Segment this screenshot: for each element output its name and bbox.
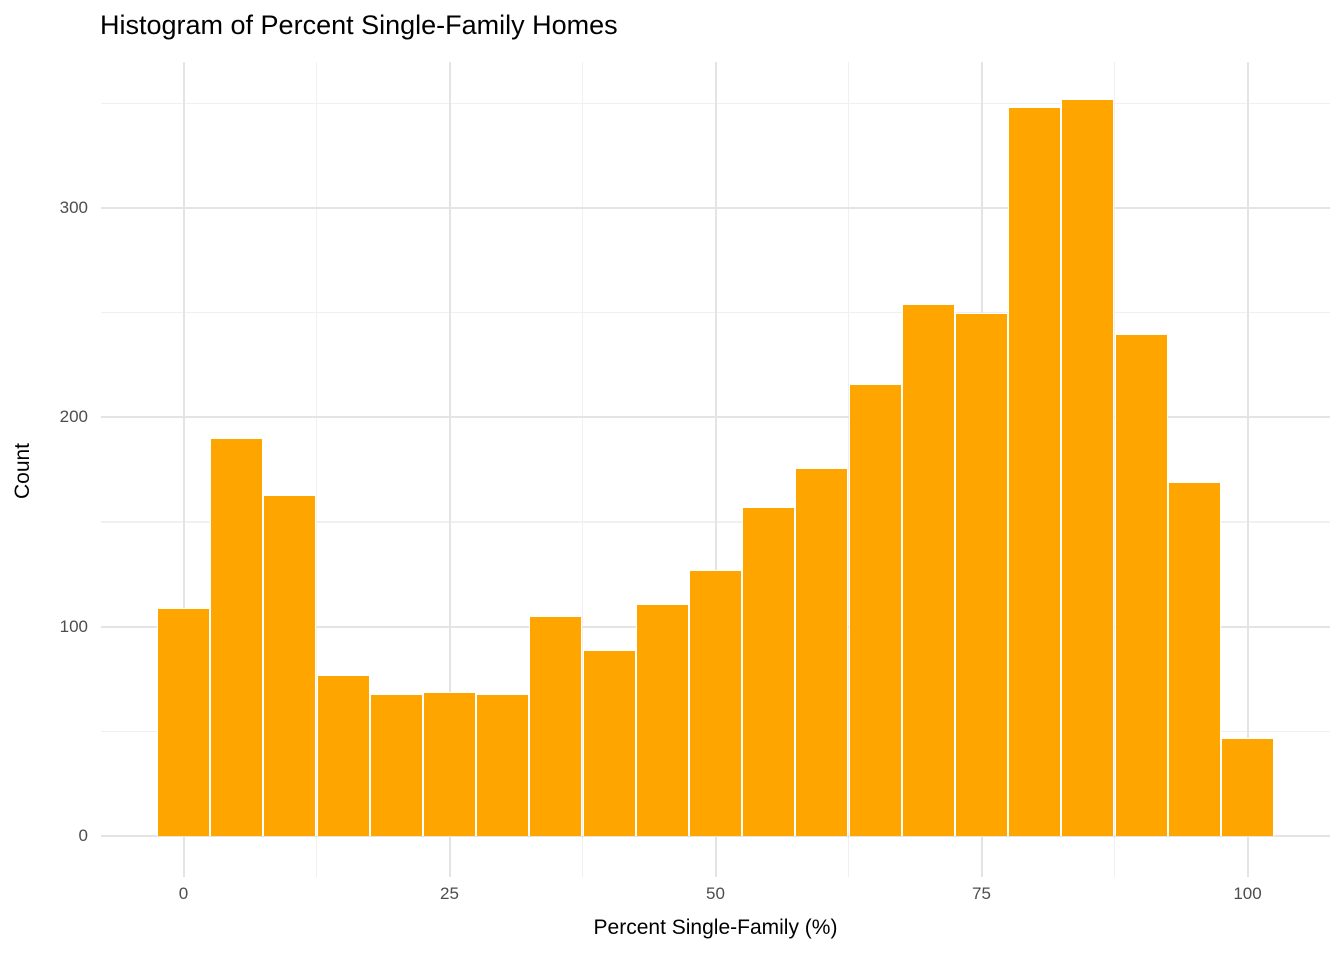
histogram-bar xyxy=(422,691,477,836)
histogram-bar xyxy=(1061,99,1115,836)
x-major-gridline xyxy=(1246,62,1249,877)
histogram-bar xyxy=(263,494,317,836)
histogram-bar xyxy=(848,383,902,836)
y-tick-label: 200 xyxy=(59,407,88,427)
histogram-bar xyxy=(369,693,423,836)
histogram-bar xyxy=(316,674,370,836)
histogram-bar xyxy=(635,603,689,836)
x-tick-label: 25 xyxy=(440,884,459,903)
histogram-bar xyxy=(1008,107,1062,836)
y-tick-label: 300 xyxy=(59,197,88,217)
x-minor-gridline xyxy=(581,62,584,877)
plot-panel xyxy=(101,62,1330,877)
x-tick-label: 50 xyxy=(706,884,725,903)
histogram-bar xyxy=(156,607,211,836)
histogram-bar xyxy=(742,507,796,836)
x-major-gridline xyxy=(448,62,451,877)
histogram-bar xyxy=(901,304,955,836)
histogram-bar xyxy=(795,467,849,836)
histogram-bar xyxy=(582,649,636,836)
x-minor-gridline xyxy=(315,62,318,877)
chart-title: Histogram of Percent Single-Family Homes xyxy=(100,10,618,40)
histogram-bar xyxy=(210,438,264,836)
histogram-bar xyxy=(1220,737,1275,836)
histogram-bar xyxy=(476,693,530,836)
x-tick-label: 75 xyxy=(972,884,991,903)
histogram-bar xyxy=(1114,333,1168,836)
histogram-bar xyxy=(688,570,743,836)
y-axis-title: Count xyxy=(11,442,34,500)
histogram-bar xyxy=(1167,482,1221,836)
x-major-gridline xyxy=(714,62,717,877)
x-tick-label: 100 xyxy=(1233,884,1262,903)
y-tick-label: 0 xyxy=(78,826,88,845)
x-tick-label: 0 xyxy=(178,884,189,903)
histogram-bar xyxy=(954,312,1009,836)
y-tick-label: 100 xyxy=(59,616,88,636)
x-minor-gridline xyxy=(1113,62,1116,877)
histogram-bar xyxy=(529,616,583,836)
x-major-gridline xyxy=(182,62,185,877)
x-axis-title: Percent Single-Family (%) xyxy=(593,916,838,939)
x-minor-gridline xyxy=(847,62,850,877)
